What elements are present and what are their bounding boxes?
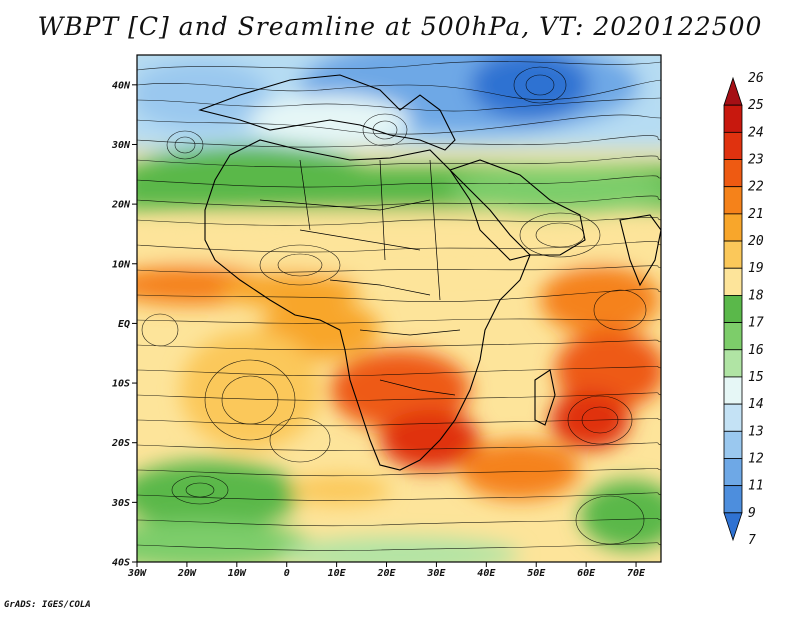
lat-tick-label: 20S: [111, 438, 130, 449]
lon-tick-label: 10E: [328, 568, 347, 579]
colorbar-swatch: [723, 295, 743, 323]
colorbar-swatch: [723, 104, 743, 133]
colorbar-swatch: [723, 430, 743, 459]
lon-tick-label: 20E: [376, 568, 396, 579]
coastlines-layer: [198, 74, 661, 471]
chart-title: WBPT [C] and Sreamline at 500hPa, VT: 20…: [37, 12, 763, 41]
latitude-axis: 40N 30N 20N 10N EQ 10S 20S 30S 40S: [111, 80, 137, 569]
lat-tick-label: 30N: [111, 140, 131, 151]
lat-tick-label: 10S: [112, 379, 130, 390]
colorbar-swatch: [723, 186, 743, 215]
colorbar: 26 25 24 23 22 21 20 19 18 17 16 15 14 13 12 11 9 7: [723, 71, 764, 548]
colorbar-label: 12: [748, 451, 764, 466]
colorbar-swatch: [723, 376, 743, 405]
lon-tick-label: 50E: [527, 568, 546, 579]
colorbar-swatch: [723, 213, 743, 242]
colorbar-swatch: [723, 267, 743, 296]
colorbar-label: 14: [748, 397, 764, 412]
colorbar-label: 16: [748, 343, 764, 358]
madagascar-coastline: [534, 369, 556, 426]
lon-tick-label: 70E: [627, 568, 646, 579]
colorbar-label: 18: [748, 288, 764, 303]
colorbar-swatch: [723, 240, 743, 269]
plot-frame: [136, 54, 662, 563]
colorbar-label: 15: [748, 370, 764, 385]
longitude-axis: 30W 20W 10W 0 10E 20E 30E 40E 50E 60E 70E: [127, 562, 646, 579]
colorbar-label: 13: [748, 424, 764, 439]
colorbar-swatch: [723, 458, 743, 487]
country-borders: [259, 159, 461, 396]
streamlines-layer: [137, 61, 661, 551]
colorbar-top-triangle: [723, 76, 743, 106]
africa-coastline: [204, 139, 531, 471]
colorbar-label: 26: [748, 71, 764, 86]
colorbar-label: 22: [748, 180, 764, 195]
lon-tick-label: 30E: [426, 568, 446, 579]
colorbar-swatch: [723, 485, 743, 514]
lon-tick-label: 0: [284, 568, 290, 579]
colorbar-label: 9: [748, 506, 756, 521]
colorbar-label: 11: [748, 479, 764, 494]
colorbar-swatch: [723, 322, 743, 351]
colorbar-label: 21: [748, 207, 764, 222]
colorbar-label: 7: [748, 533, 756, 548]
lat-tick-label: EQ: [118, 319, 130, 330]
lon-tick-label: 10W: [228, 568, 247, 579]
colorbar-swatch: [723, 131, 743, 160]
india-coastline: [619, 214, 661, 287]
colorbar-label: 19: [748, 261, 764, 276]
arabia-coastline: [448, 159, 586, 256]
colorbar-swatch: [723, 403, 743, 432]
credit-label: GrADS: IGES/COLA: [4, 600, 91, 610]
lon-tick-label: 40E: [477, 568, 496, 579]
colorbar-swatch: [723, 349, 743, 378]
lat-tick-label: 40N: [112, 80, 131, 91]
temperature-field: [137, 55, 661, 562]
lat-tick-label: 10N: [112, 259, 131, 270]
map-plot-area: [137, 55, 661, 562]
europe-coastline: [198, 74, 456, 151]
colorbar-label: 23: [748, 153, 764, 168]
lon-tick-label: 30W: [127, 568, 147, 579]
colorbar-bottom-triangle: [723, 512, 743, 542]
colorbar-label: 17: [748, 316, 764, 331]
lat-tick-label: 40S: [112, 558, 130, 569]
colorbar-label: 25: [748, 98, 764, 113]
colorbar-swatch: [723, 159, 743, 188]
lon-tick-label: 20W: [177, 568, 197, 579]
colorbar-label: 24: [748, 125, 764, 140]
lon-tick-label: 60E: [577, 568, 596, 579]
colorbar-label: 20: [748, 234, 764, 249]
lat-tick-label: 20N: [111, 200, 131, 211]
lat-tick-label: 30S: [111, 498, 130, 509]
